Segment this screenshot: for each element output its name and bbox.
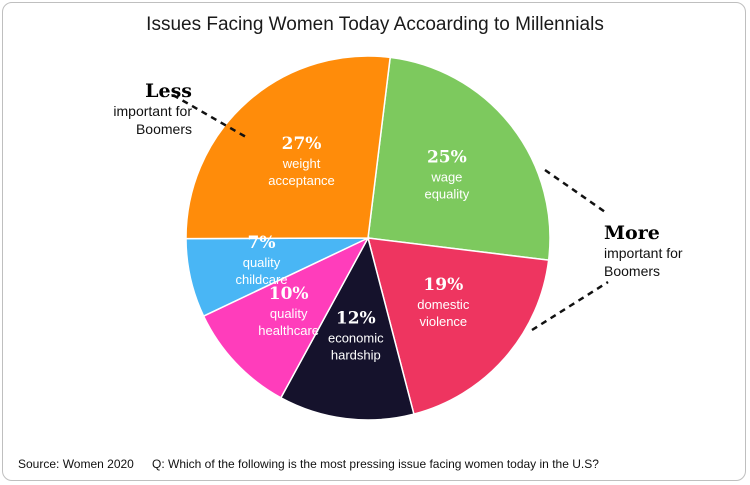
slice-percent-label: 27% bbox=[282, 134, 322, 154]
more-text-line1: important for bbox=[604, 245, 683, 261]
slice-category-label-line2: healthcare bbox=[258, 323, 319, 338]
slice-percent-label: 25% bbox=[427, 147, 467, 167]
slice-label-group: 7% quality childcare bbox=[235, 233, 287, 287]
source-note: Source: Women 2020 bbox=[18, 457, 134, 471]
slice-category-label-line1: quality bbox=[270, 306, 308, 321]
less-pointer-line bbox=[172, 93, 247, 139]
slice-percent-label: 12% bbox=[336, 308, 376, 328]
less-text-line1: important for bbox=[113, 103, 192, 119]
pie-slice-quality-healthcare bbox=[202, 236, 370, 399]
slice-label-group: 25% wage equality bbox=[424, 147, 469, 201]
slice-category-label-line1: quality bbox=[243, 255, 281, 270]
slice-category-label-line1: wage bbox=[430, 169, 462, 184]
slice-label-group: 27% weight acceptance bbox=[268, 134, 335, 188]
slice-category-label-line1: domestic bbox=[417, 297, 470, 312]
less-important-note: Less important for Boomers bbox=[72, 80, 192, 138]
more-pointer-line-lower bbox=[531, 280, 609, 332]
slice-label-group: 19% domestic violence bbox=[417, 275, 470, 329]
slice-category-label-line1: economic bbox=[328, 330, 384, 345]
slice-label-group: 12% economic hardship bbox=[328, 308, 384, 362]
slice-label-group: 10% quality healthcare bbox=[258, 284, 319, 338]
pie-slice-wage-equality bbox=[367, 56, 551, 262]
more-pointer-line-upper bbox=[544, 168, 609, 216]
more-important-note: More important for Boomers bbox=[604, 222, 724, 280]
less-heading: Less bbox=[145, 80, 192, 102]
slice-category-label-line2: childcare bbox=[235, 272, 287, 287]
slice-percent-label: 7% bbox=[248, 233, 276, 253]
pie-slice-economic-hardship bbox=[279, 235, 415, 421]
pie-slice-weight-acceptance bbox=[185, 55, 392, 240]
slice-category-label-line2: equality bbox=[424, 186, 469, 201]
slice-category-label-line2: violence bbox=[419, 314, 467, 329]
slice-category-label-line1: weight bbox=[282, 156, 321, 171]
more-heading: More bbox=[604, 222, 660, 244]
slice-category-label-line2: acceptance bbox=[268, 173, 335, 188]
more-text-line2: Boomers bbox=[604, 263, 661, 279]
less-text-line2: Boomers bbox=[135, 121, 192, 137]
pie-slice-domestic-violence bbox=[366, 237, 550, 416]
slice-percent-label: 19% bbox=[423, 275, 463, 295]
chart-title: Issues Facing Women Today Accoarding to … bbox=[146, 14, 604, 35]
slice-percent-label: 10% bbox=[269, 284, 309, 304]
survey-question: Q: Which of the following is the most pr… bbox=[152, 457, 599, 471]
slice-category-label-line2: hardship bbox=[331, 347, 381, 362]
